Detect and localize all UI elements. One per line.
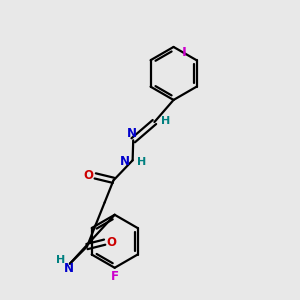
Text: H: H [137, 157, 146, 167]
Text: O: O [106, 236, 116, 249]
Text: N: N [120, 155, 130, 168]
Text: H: H [56, 255, 66, 265]
Text: O: O [84, 169, 94, 182]
Text: I: I [182, 46, 187, 59]
Text: N: N [63, 262, 74, 275]
Text: N: N [127, 127, 137, 140]
Text: F: F [111, 270, 119, 283]
Text: H: H [161, 116, 170, 126]
